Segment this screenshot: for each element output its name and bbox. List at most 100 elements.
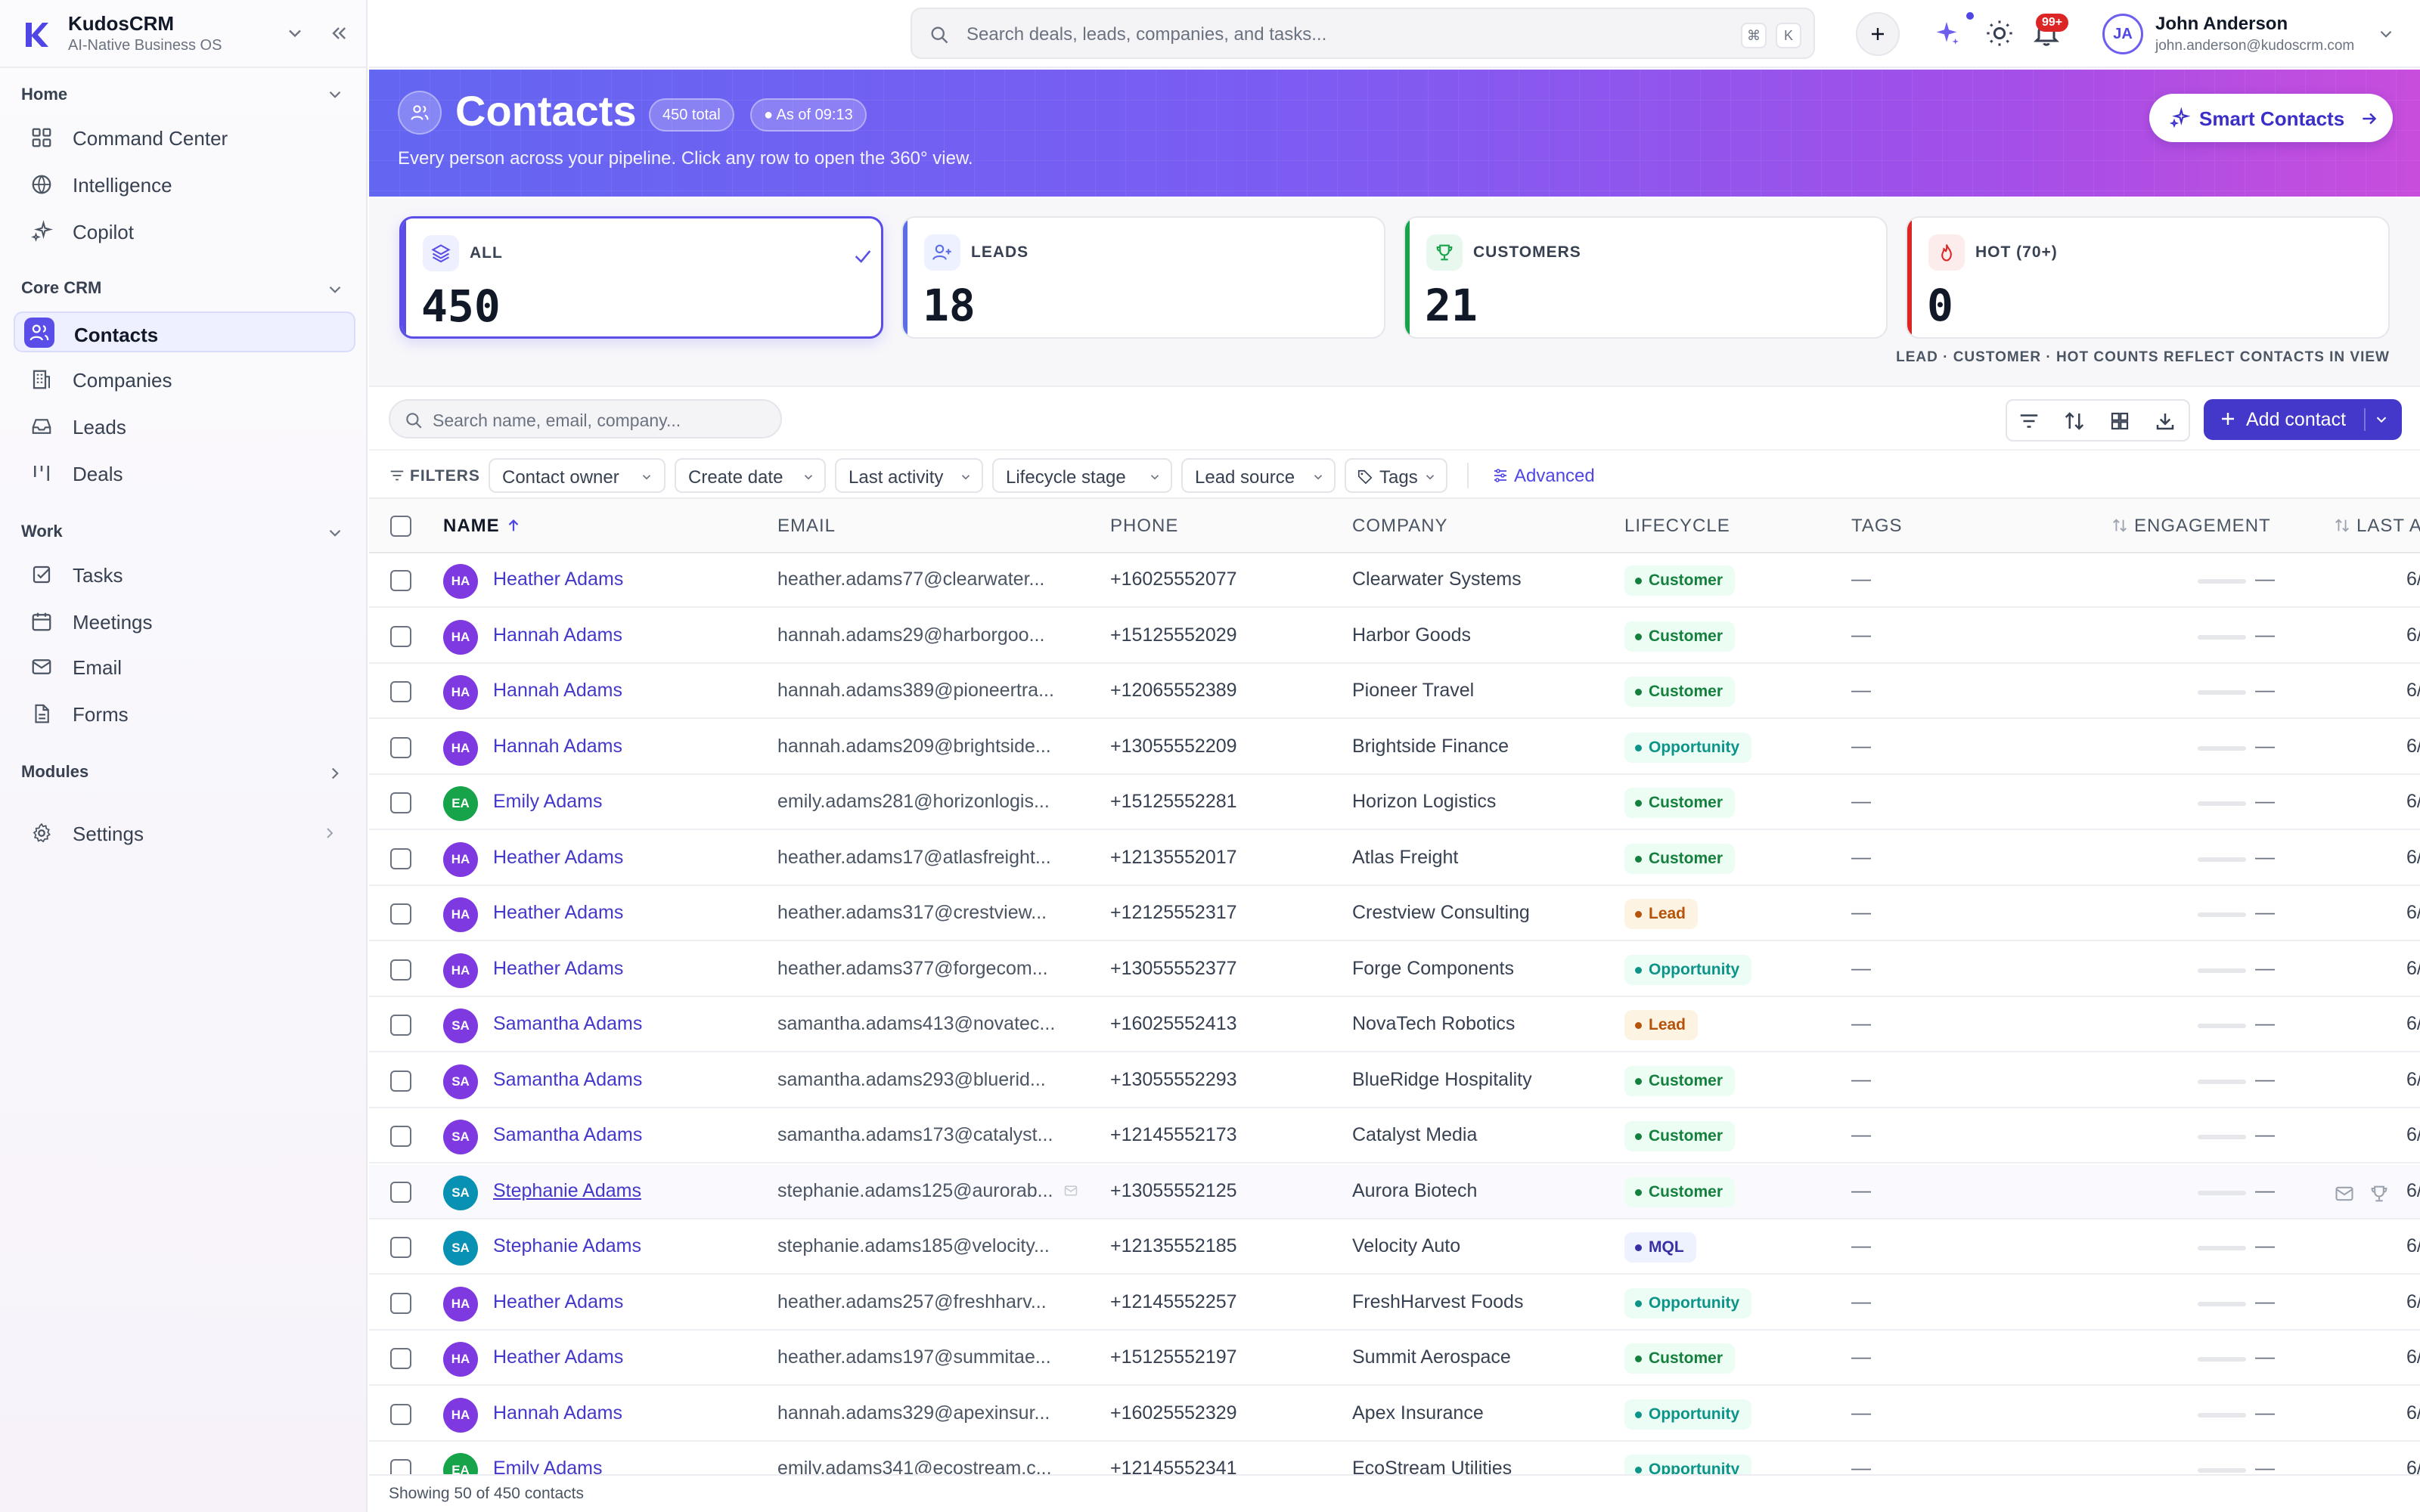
sidebar-item-copilot[interactable]: Copilot bbox=[14, 210, 355, 251]
sort-icon[interactable] bbox=[2063, 410, 2086, 432]
filter-chip-tags[interactable]: Tags bbox=[1345, 458, 1447, 493]
row-checkbox[interactable] bbox=[390, 1292, 411, 1314]
contact-name-link[interactable]: Emily Adams bbox=[493, 1458, 603, 1474]
column-header-last-activity[interactable]: LAST A bbox=[2356, 516, 2420, 536]
sidebar-item-contacts[interactable]: Contacts bbox=[14, 311, 355, 352]
nav-section-core-crm[interactable]: Core CRM bbox=[21, 278, 102, 297]
table-row[interactable]: SA Stephanie Adams stephanie.adams185@velo… bbox=[369, 1220, 2420, 1275]
contacts-search-input[interactable]: Search name, email, company... bbox=[389, 399, 782, 438]
nav-section-home[interactable]: Home bbox=[21, 85, 68, 104]
row-checkbox[interactable] bbox=[390, 1070, 411, 1092]
contact-name-link[interactable]: Hannah Adams bbox=[493, 1402, 622, 1424]
nav-section-modules[interactable]: Modules bbox=[21, 762, 89, 781]
contact-name-link[interactable]: Heather Adams bbox=[493, 902, 624, 923]
contact-name-link[interactable]: Stephanie Adams bbox=[493, 1235, 641, 1256]
contact-name-link[interactable]: Heather Adams bbox=[493, 1346, 624, 1368]
row-checkbox[interactable] bbox=[390, 1237, 411, 1258]
chevron-right-icon[interactable] bbox=[325, 764, 345, 783]
table-row[interactable]: HA Hannah Adams hannah.adams209@brightside… bbox=[369, 720, 2420, 775]
select-all-checkbox[interactable] bbox=[390, 516, 411, 537]
table-row[interactable]: SA Samantha Adams samantha.adams413@novate… bbox=[369, 998, 2420, 1052]
sort-asc-icon[interactable] bbox=[505, 517, 522, 534]
table-row[interactable]: SA Samantha Adams samantha.adams173@cataly… bbox=[369, 1109, 2420, 1163]
download-icon[interactable] bbox=[2154, 410, 2176, 432]
sidebar-item-command-center[interactable]: Command Center bbox=[14, 116, 355, 157]
column-header-company[interactable]: COMPANY bbox=[1352, 516, 1448, 536]
row-checkbox[interactable] bbox=[390, 1181, 411, 1203]
sidebar-item-settings[interactable]: Settings bbox=[14, 812, 355, 853]
contact-name-link[interactable]: Samantha Adams bbox=[493, 1013, 643, 1034]
table-row[interactable]: HA Hannah Adams hannah.adams29@harborgoo..… bbox=[369, 609, 2420, 664]
contact-name-link[interactable]: Heather Adams bbox=[493, 846, 624, 868]
row-checkbox[interactable] bbox=[390, 903, 411, 925]
trophy-icon[interactable] bbox=[2369, 1183, 2390, 1204]
row-checkbox[interactable] bbox=[390, 847, 411, 869]
filter-chip-contact-owner[interactable]: Contact owner bbox=[489, 458, 666, 493]
table-row[interactable]: HA Heather Adams heather.adams197@summitae… bbox=[369, 1331, 2420, 1386]
table-row[interactable]: HA Heather Adams heather.adams317@crestvie… bbox=[369, 887, 2420, 941]
sidebar-item-meetings[interactable]: Meetings bbox=[14, 600, 355, 641]
table-row[interactable]: EA Emily Adams emily.adams281@horizonlogis… bbox=[369, 776, 2420, 830]
row-checkbox[interactable] bbox=[390, 1015, 411, 1036]
row-checkbox[interactable] bbox=[390, 1126, 411, 1147]
table-row[interactable]: SA Samantha Adams samantha.adams293@blueri… bbox=[369, 1053, 2420, 1108]
global-search-input[interactable]: Search deals, leads, companies, and task… bbox=[911, 8, 1815, 59]
sidebar-item-tasks[interactable]: Tasks bbox=[14, 553, 355, 594]
collapse-sidebar-icon[interactable] bbox=[328, 23, 349, 44]
row-checkbox[interactable] bbox=[390, 625, 411, 647]
chevron-down-icon[interactable] bbox=[2376, 24, 2396, 44]
row-checkbox[interactable] bbox=[390, 792, 411, 813]
stat-card-customers[interactable]: CUSTOMERS 21 bbox=[1404, 216, 1888, 339]
chevron-down-icon[interactable] bbox=[325, 85, 345, 104]
filter-lines-icon[interactable] bbox=[2018, 410, 2040, 432]
brand-header[interactable]: KudosCRM AI-Native Business OS bbox=[0, 0, 368, 68]
grid-view-icon[interactable] bbox=[2108, 410, 2131, 432]
stat-card-all[interactable]: ALL 450 bbox=[399, 216, 883, 339]
filter-chip-create-date[interactable]: Create date bbox=[675, 458, 826, 493]
sidebar-item-email[interactable]: Email bbox=[14, 646, 355, 686]
user-avatar[interactable]: JA bbox=[2102, 14, 2143, 54]
stat-card-leads[interactable]: LEADS 18 bbox=[901, 216, 1385, 339]
contact-name-link[interactable]: Hannah Adams bbox=[493, 624, 622, 646]
sort-icon[interactable] bbox=[2111, 517, 2128, 534]
column-header-tags[interactable]: TAGS bbox=[1851, 516, 1903, 536]
row-checkbox[interactable] bbox=[390, 959, 411, 981]
sidebar-item-intelligence[interactable]: Intelligence bbox=[14, 163, 355, 204]
row-checkbox[interactable] bbox=[390, 570, 411, 591]
ai-sparkle-icon[interactable] bbox=[1931, 18, 1962, 48]
contact-name-link[interactable]: Emily Adams bbox=[493, 791, 603, 812]
sidebar-item-companies[interactable]: Companies bbox=[14, 358, 355, 399]
quick-create-button[interactable] bbox=[1856, 12, 1900, 56]
row-checkbox[interactable] bbox=[390, 1348, 411, 1369]
contact-name-link[interactable]: Samantha Adams bbox=[493, 1124, 643, 1145]
table-row[interactable]: HA Heather Adams heather.adams257@freshhar… bbox=[369, 1275, 2420, 1331]
nav-section-work[interactable]: Work bbox=[21, 522, 63, 541]
column-header-email[interactable]: EMAIL bbox=[777, 516, 836, 536]
row-checkbox[interactable] bbox=[390, 1403, 411, 1425]
contact-name-link[interactable]: Hannah Adams bbox=[493, 735, 622, 757]
filter-chip-last-activity[interactable]: Last activity bbox=[835, 458, 983, 493]
sun-icon[interactable] bbox=[1984, 18, 2015, 48]
chevron-down-icon[interactable] bbox=[325, 280, 345, 299]
chevron-down-icon[interactable] bbox=[325, 523, 345, 543]
chevron-down-icon[interactable] bbox=[2373, 411, 2390, 428]
contact-name-link[interactable]: Hannah Adams bbox=[493, 680, 622, 701]
sidebar-item-deals[interactable]: Deals bbox=[14, 452, 355, 493]
contact-name-link[interactable]: Heather Adams bbox=[493, 1290, 624, 1312]
table-row[interactable]: HA Heather Adams heather.adams17@atlasfrei… bbox=[369, 831, 2420, 886]
table-row[interactable]: HA Hannah Adams hannah.adams389@pioneertra… bbox=[369, 665, 2420, 719]
filter-chip-lead-source[interactable]: Lead source bbox=[1181, 458, 1336, 493]
table-row[interactable]: HA Hannah Adams hannah.adams329@apexinsur.… bbox=[369, 1387, 2420, 1442]
table-row[interactable]: HA Heather Adams heather.adams377@forgecom… bbox=[369, 942, 2420, 997]
contact-name-link[interactable]: Heather Adams bbox=[493, 957, 624, 979]
row-checkbox[interactable] bbox=[390, 681, 411, 702]
column-header-phone[interactable]: PHONE bbox=[1110, 516, 1179, 536]
mail-icon[interactable] bbox=[2334, 1183, 2355, 1204]
column-header-engagement[interactable]: ENGAGEMENT bbox=[2134, 516, 2271, 536]
user-name[interactable]: John Anderson bbox=[2155, 14, 2288, 34]
sidebar-item-forms[interactable]: Forms bbox=[14, 692, 355, 733]
table-row[interactable]: HA Heather Adams heather.adams77@clearwate… bbox=[369, 553, 2420, 608]
column-header-name[interactable]: NAME bbox=[443, 516, 500, 536]
filter-chip-lifecycle-stage[interactable]: Lifecycle stage bbox=[992, 458, 1172, 493]
table-row[interactable]: EA Emily Adams emily.adams341@ecostream.c.… bbox=[369, 1442, 2420, 1474]
